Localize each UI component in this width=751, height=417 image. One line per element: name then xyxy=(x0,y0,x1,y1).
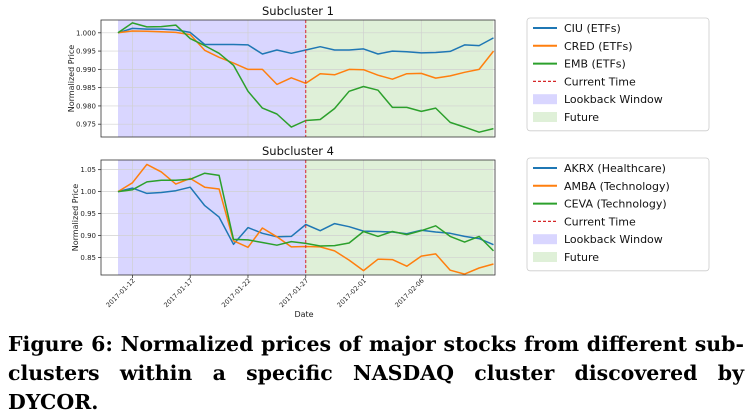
lookback-window-region xyxy=(118,20,306,137)
x-tick-label: 2017-01-27 xyxy=(278,277,310,309)
y-axis-label: Normalized Price xyxy=(67,45,76,113)
x-tick-label: 2017-01-12 xyxy=(104,277,136,309)
legend-label: CIU (ETFs) xyxy=(564,22,621,35)
legend-label: AMBA (Technology) xyxy=(564,180,670,193)
legend-label: Current Time xyxy=(564,215,636,228)
legend-label: Future xyxy=(564,111,599,124)
subplot-2: Subcluster 4 1.05 1.00 0.95 0.90 0.85Normaliz… xyxy=(71,144,496,319)
legend-label: Lookback Window xyxy=(564,93,663,106)
legend-patch-swatch xyxy=(533,112,557,122)
legend-label: EMB (ETFs) xyxy=(564,58,626,71)
subplot-title: Subcluster 4 xyxy=(262,144,334,158)
future-region xyxy=(305,20,494,137)
series-line-akrx xyxy=(117,186,494,246)
x-tick-label: 2017-02-06 xyxy=(393,277,425,309)
figure-caption: Figure 6: Normalized prices of major sto… xyxy=(8,332,744,414)
axes-frame xyxy=(100,19,496,138)
x-axis-label: Date xyxy=(294,310,313,319)
subplot-1: Subcluster 1 1.000 0.995 0.990 0.985 0.980 0.9… xyxy=(67,4,496,138)
future-region xyxy=(305,160,494,275)
legend-label: Current Time xyxy=(564,75,636,88)
legend-1: CIU (ETFs) CRED (ETFs) EMB (ETFs) Current T… xyxy=(526,17,710,132)
y-tick-label: 0.985 xyxy=(76,84,96,92)
y-axis-label: Normalized Price xyxy=(71,184,80,252)
x-tick-label: 2017-02-01 xyxy=(336,277,368,309)
legend-patch-swatch xyxy=(533,94,557,105)
x-tick-label: 2017-01-17 xyxy=(162,277,194,309)
y-tick-label: 1.000 xyxy=(76,29,96,37)
y-tick-label: 0.85 xyxy=(80,254,96,262)
y-tick-label: 0.990 xyxy=(76,66,96,74)
legend-box xyxy=(526,157,710,272)
legend-label: Lookback Window xyxy=(564,233,663,246)
legend-label: AKRX (Healthcare) xyxy=(564,162,666,175)
figure: Subcluster 1 1.000 0.995 0.990 0.985 0.980 0.9… xyxy=(67,4,710,319)
y-tick-label: 0.980 xyxy=(76,102,96,110)
legend-label: Future xyxy=(564,251,599,264)
series-line-cred xyxy=(117,30,495,86)
y-tick-label: 0.95 xyxy=(80,210,96,218)
y-tick-label: 1.05 xyxy=(80,166,96,174)
subplot-title: Subcluster 1 xyxy=(262,4,334,18)
axes-frame xyxy=(100,159,496,276)
series-line-ceva xyxy=(117,172,495,252)
y-tick-label: 0.90 xyxy=(80,232,96,240)
y-tick-label: 0.975 xyxy=(76,121,96,129)
lookback-window-region xyxy=(118,160,306,275)
y-tick-label: 1.00 xyxy=(80,188,96,196)
legend-box xyxy=(526,17,710,132)
legend-label: CRED (ETFs) xyxy=(564,40,633,53)
legend-patch-swatch xyxy=(533,234,557,245)
legend-2: AKRX (Healthcare) AMBA (Technology) CEVA (… xyxy=(526,157,710,272)
y-tick-label: 0.995 xyxy=(76,48,96,56)
x-tick-label: 2017-01-22 xyxy=(220,277,252,309)
legend-label: CEVA (Technology) xyxy=(564,198,667,211)
legend-patch-swatch xyxy=(533,252,557,262)
